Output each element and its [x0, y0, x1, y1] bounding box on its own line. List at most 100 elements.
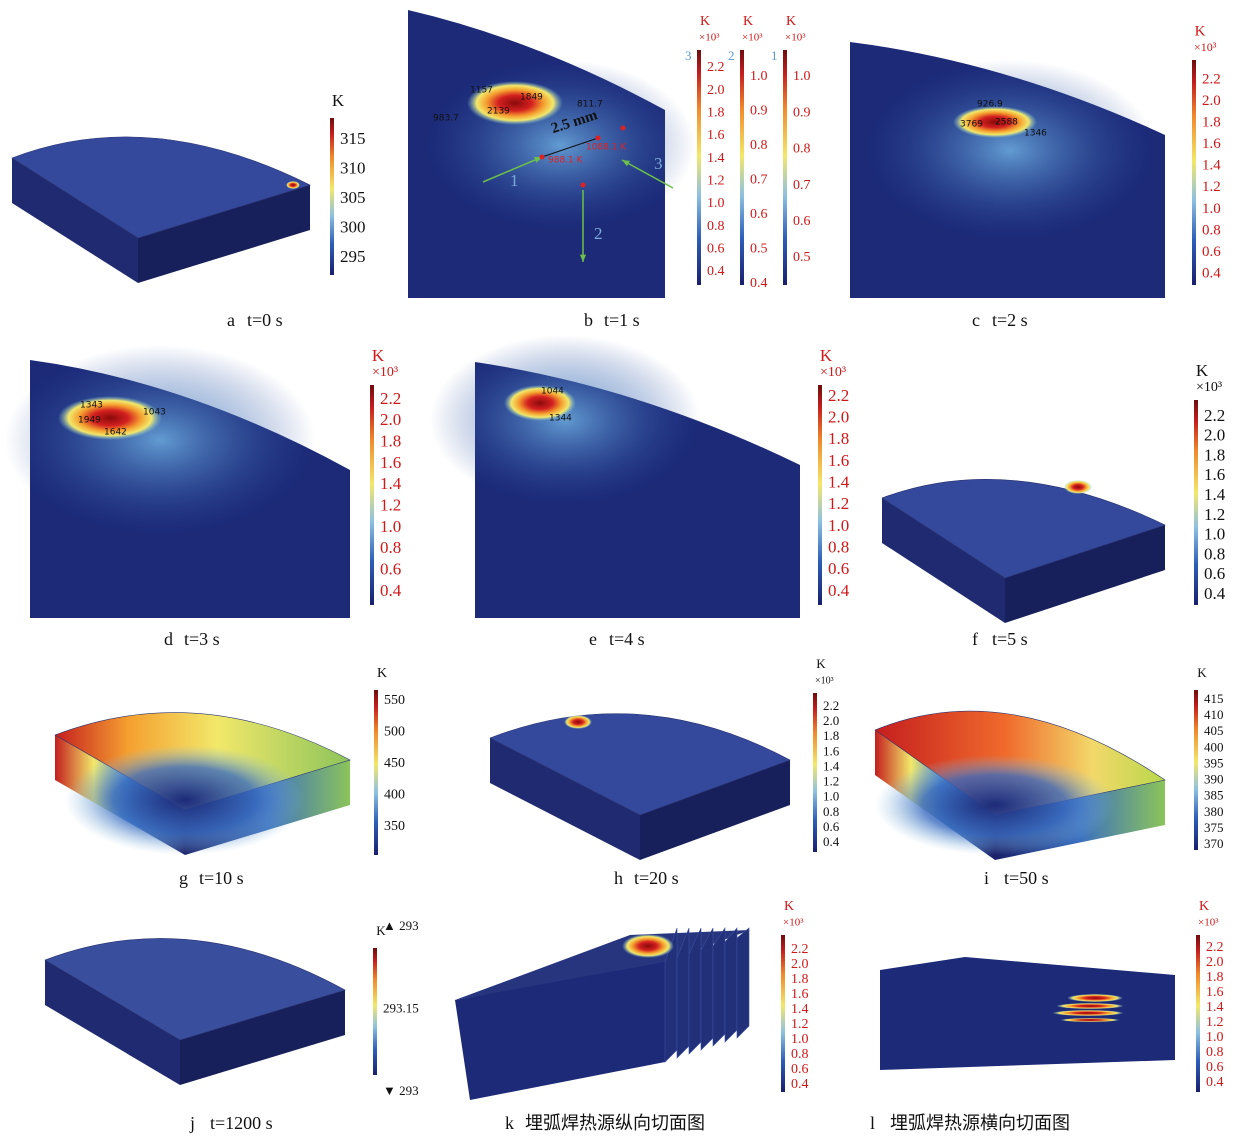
- colorbar-index: 2: [728, 48, 735, 63]
- colorbar-tick-label: 0.8: [707, 219, 725, 234]
- colorbar-tick-label: 1.4: [1204, 485, 1226, 504]
- colorbar-tick-label: 385: [1204, 788, 1224, 803]
- colorbar-tick-label: 0.6: [1204, 564, 1225, 583]
- colorbar-tick-label: 0.5: [793, 250, 811, 265]
- caption-letter: a: [227, 310, 235, 330]
- caption: t=4 s: [609, 629, 645, 649]
- colorbar-index: 3: [685, 48, 692, 63]
- colorbar-unit: K: [332, 91, 345, 110]
- colorbar-scale: ×10³: [1196, 380, 1222, 395]
- colorbar-tick-label: 550: [384, 693, 405, 708]
- colorbar-tick-label: 410: [1204, 707, 1224, 722]
- annotation: 1849: [520, 93, 543, 103]
- colorbar-tick-label: 1.4: [707, 151, 725, 166]
- caption-letter: i: [984, 868, 989, 888]
- colorbar: [1196, 935, 1200, 1092]
- section-slice: [713, 928, 725, 1046]
- colorbar-unit: K: [377, 666, 387, 681]
- colorbar-tick-label: 1.8: [1202, 115, 1221, 131]
- colorbar-scale: ×10³: [1194, 40, 1217, 54]
- probe: [540, 155, 545, 160]
- colorbar-tick-label: 2.2: [380, 389, 401, 408]
- colorbar-tick-label: 0.4: [823, 834, 840, 849]
- transverse-section: [880, 957, 1175, 1070]
- colorbar-tick-label: 315: [340, 129, 366, 148]
- heat-spot: [1064, 480, 1092, 494]
- colorbar: [740, 50, 744, 285]
- colorbar-tick-label: 400: [384, 788, 405, 803]
- colorbar-unit: K: [372, 346, 385, 365]
- caption-letter: c: [972, 310, 980, 330]
- colorbar: [370, 385, 374, 605]
- colorbar-tick-label: 1.6: [823, 743, 840, 758]
- colorbar: [781, 935, 785, 1092]
- heat-spot: [564, 715, 592, 729]
- colorbar-tick-label: 0.4: [707, 264, 725, 279]
- caption: t=0 s: [247, 310, 283, 330]
- colorbar-tick-label: 0.4: [1204, 584, 1226, 603]
- colorbar-tick-label: 1.0: [380, 517, 401, 536]
- colorbar-tick-label: 0.4: [1202, 265, 1221, 281]
- caption-letter: j: [189, 1113, 195, 1133]
- colorbar-unit: K: [1199, 899, 1209, 914]
- colorbar-tick-label: 2.0: [380, 410, 401, 429]
- colorbar-tick-label: ▼ 293: [383, 1083, 419, 1098]
- colorbar-tick-label: 2.2: [1206, 940, 1224, 955]
- colorbar-unit: K: [1197, 665, 1207, 680]
- colorbar-tick-label: 0.6: [791, 1062, 809, 1077]
- annotation: 2588: [995, 118, 1018, 128]
- caption: t=50 s: [1004, 868, 1049, 888]
- annotation: 1346: [1024, 129, 1047, 139]
- colorbar-unit: K: [1196, 361, 1209, 380]
- annotation: 3769: [960, 120, 983, 130]
- colorbar-tick-label: 370: [1204, 836, 1224, 851]
- caption-letter: k: [505, 1113, 514, 1133]
- colorbar-tick-label: 2.0: [1204, 426, 1225, 445]
- annotation: 1642: [104, 428, 127, 438]
- annotation: 983.7: [433, 114, 459, 124]
- colorbar-tick-label: 1.6: [707, 128, 725, 143]
- colorbar-tick-label: 0.7: [793, 178, 811, 193]
- colorbar-tick-label: 1.4: [791, 1002, 809, 1017]
- colorbar-scale: ×10³: [372, 365, 398, 380]
- colorbar-tick-label: 0.8: [1202, 222, 1221, 238]
- figure: 115718492139811.7983.72.5 mm988.1 K1088.…: [0, 0, 1244, 1139]
- colorbar-tick-label: 1.8: [823, 728, 839, 743]
- colorbar-tick-label: 450: [384, 756, 405, 771]
- colorbar-tick-label: 1.2: [791, 1017, 809, 1032]
- caption: t=10 s: [199, 868, 244, 888]
- caption-letter: l: [870, 1113, 875, 1133]
- colorbar-scale: ×10³: [820, 365, 846, 380]
- colorbar-tick-label: 0.5: [750, 242, 768, 257]
- caption-letter: b: [584, 310, 593, 330]
- colorbar-tick-label: 1.2: [1204, 505, 1225, 524]
- colorbar-tick-label: 1.4: [828, 473, 850, 492]
- colorbar-tick-label: 0.8: [1204, 544, 1225, 563]
- colorbar-tick-label: 1.6: [1206, 985, 1224, 1000]
- colorbar-tick-label: 0.4: [380, 581, 402, 600]
- colorbar-tick-label: 1.6: [828, 451, 849, 470]
- colorbar-scale: ×10³: [815, 675, 834, 686]
- colorbar: [1194, 690, 1198, 850]
- colorbar-tick-label: 390: [1204, 772, 1224, 787]
- colorbar-tick-label: 0.9: [793, 105, 811, 120]
- colorbar-tick-label: 2.2: [828, 386, 849, 405]
- probe: [596, 136, 601, 141]
- colorbar-tick-label: 0.6: [828, 559, 849, 578]
- colorbar-tick-label: 0.7: [750, 173, 768, 188]
- colorbar: [373, 948, 377, 1075]
- caption: t=2 s: [992, 310, 1028, 330]
- colorbar-tick-label: 0.8: [828, 538, 849, 557]
- colorbar-tick-label: 1.2: [1206, 1015, 1224, 1030]
- colorbar-tick-label: 0.6: [1202, 244, 1221, 260]
- colorbar: [818, 385, 822, 605]
- colorbar: [697, 50, 701, 285]
- cool-zone: [65, 745, 305, 855]
- colorbar-tick-label: 0.6: [823, 819, 840, 834]
- colorbar: [374, 690, 378, 855]
- colorbar-scale: ×10³: [785, 32, 806, 44]
- caption-letter: f: [972, 629, 978, 649]
- colorbar-tick-label: 2.2: [791, 942, 809, 957]
- caption: t=5 s: [992, 629, 1028, 649]
- colorbar-tick-label: 2.2: [707, 60, 725, 75]
